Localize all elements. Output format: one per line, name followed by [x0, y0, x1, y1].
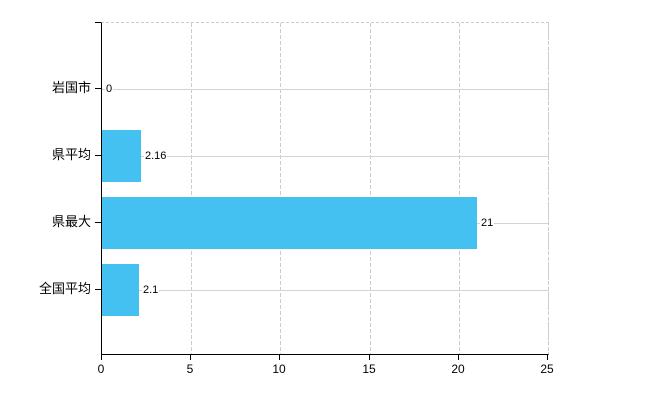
plot-area: 0 2.16 21 2.1: [101, 22, 549, 355]
category-label: 県最大: [51, 214, 91, 229]
value-label: 0: [105, 82, 114, 96]
y-axis-end-tick: [95, 22, 101, 23]
vertical-gridline: [370, 23, 371, 354]
horizontal-gridline: [102, 89, 548, 90]
bar: [102, 197, 477, 249]
category-label: 岩国市: [51, 80, 91, 95]
x-tick-label: 15: [362, 362, 376, 376]
x-axis-tick: [101, 354, 102, 360]
vertical-gridline: [459, 23, 460, 354]
category-label: 全国平均: [38, 281, 91, 296]
x-tick-label: 5: [186, 362, 194, 376]
value-label: 21: [480, 216, 495, 230]
vertical-gridline: [191, 23, 192, 354]
x-tick-label: 20: [451, 362, 465, 376]
value-label: 2.16: [144, 149, 168, 163]
horizontal-gridline: [102, 156, 548, 157]
y-axis-tick: [95, 155, 101, 156]
x-axis-tick: [369, 354, 370, 360]
y-axis-tick: [95, 222, 101, 223]
value-label: 2.1: [142, 283, 160, 297]
x-tick-label: 25: [540, 362, 554, 376]
x-tick-label: 0: [97, 362, 105, 376]
bar: [102, 264, 139, 316]
y-axis-tick: [95, 88, 101, 89]
horizontal-gridline: [102, 290, 548, 291]
bar: [102, 130, 141, 182]
vertical-gridline: [548, 23, 549, 354]
x-axis-tick: [279, 354, 280, 360]
x-axis-tick: [547, 354, 548, 360]
vertical-gridline: [280, 23, 281, 354]
x-axis-tick: [458, 354, 459, 360]
category-label: 県平均: [51, 147, 91, 162]
x-axis-tick: [190, 354, 191, 360]
y-axis-tick: [95, 289, 101, 290]
x-tick-label: 10: [272, 362, 286, 376]
